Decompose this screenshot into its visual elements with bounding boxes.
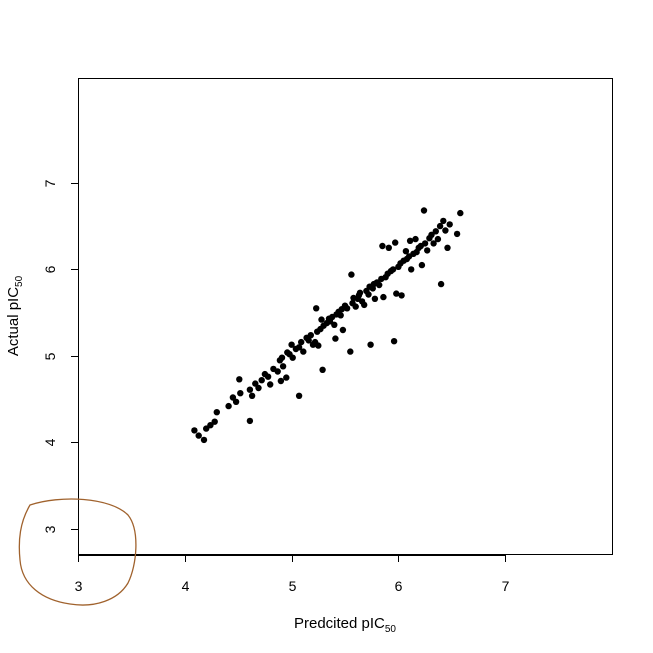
data-point-109: [424, 247, 431, 254]
data-point-91: [393, 290, 400, 297]
data-point-100: [408, 266, 415, 273]
data-point-62: [347, 348, 354, 355]
data-point-69: [356, 289, 364, 296]
data-point-118: [442, 227, 449, 234]
data-points: [191, 207, 464, 444]
data-point-54: [332, 335, 339, 342]
data-point-15: [252, 380, 259, 387]
data-point-16: [255, 384, 262, 392]
data-point-24: [277, 377, 285, 385]
data-point-13: [246, 386, 254, 393]
data-point-73: [365, 291, 372, 298]
data-point-2: [200, 436, 208, 444]
data-point-117: [440, 217, 447, 225]
data-point-12: [246, 417, 254, 425]
data-point-20: [267, 381, 274, 388]
plot-frame: [78, 78, 613, 555]
data-point-111: [428, 231, 435, 238]
data-point-116: [437, 280, 445, 288]
data-point-25: [278, 354, 286, 361]
data-point-6: [213, 409, 220, 416]
data-point-26: [279, 363, 287, 370]
data-point-14: [248, 392, 256, 399]
data-point-114: [434, 235, 442, 243]
data-point-107: [420, 207, 428, 214]
data-point-119: [444, 244, 451, 251]
y-tick-label-5: 5: [42, 352, 58, 360]
x-tick-label-5: 5: [289, 578, 297, 594]
data-point-35: [298, 338, 305, 346]
data-point-66: [352, 303, 359, 310]
data-point-39: [307, 332, 314, 339]
data-point-83: [380, 293, 387, 301]
data-point-53: [331, 321, 338, 328]
annotation-circle: [18, 498, 137, 606]
data-point-88: [389, 266, 397, 273]
x-tick-label-4: 4: [182, 578, 190, 594]
data-point-11: [237, 390, 244, 397]
data-point-89: [390, 338, 398, 345]
data-point-0: [191, 427, 198, 434]
data-point-30: [288, 341, 295, 348]
data-point-99: [406, 237, 414, 244]
y-tick-label-3: 3: [42, 525, 58, 533]
data-point-33: [295, 344, 303, 351]
data-point-78: [371, 295, 379, 302]
data-point-36: [300, 348, 307, 355]
x-tick-label-3: 3: [75, 578, 83, 594]
data-point-94: [398, 292, 405, 299]
data-point-1: [195, 432, 202, 439]
x-axis: 3 4 5 6 7: [75, 555, 510, 594]
data-point-38: [305, 337, 312, 344]
data-point-113: [432, 228, 439, 235]
data-point-112: [430, 240, 437, 247]
x-axis-title: Predcited pIC50: [294, 615, 396, 635]
data-point-115: [436, 222, 444, 230]
data-point-31: [289, 354, 296, 361]
data-point-7: [225, 402, 232, 410]
data-point-9: [232, 398, 240, 405]
data-point-120: [446, 221, 453, 228]
data-point-106: [418, 261, 426, 269]
data-point-17: [258, 377, 265, 384]
y-axis-title: Actual pIC50: [5, 275, 25, 356]
data-point-121: [453, 230, 461, 238]
y-tick-label-4: 4: [42, 438, 58, 446]
data-point-63: [348, 271, 355, 278]
data-point-108: [421, 240, 429, 247]
data-point-80: [376, 281, 383, 289]
data-point-59: [339, 326, 347, 334]
data-point-4: [207, 422, 214, 429]
y-tick-label-6: 6: [42, 265, 58, 273]
data-point-19: [264, 373, 272, 380]
data-point-27: [283, 374, 290, 381]
x-tick-label-6: 6: [395, 578, 403, 594]
data-point-46: [318, 316, 325, 323]
y-axis: 3 4 5 6 7: [42, 179, 79, 533]
data-point-44: [315, 342, 322, 349]
data-point-57: [337, 312, 344, 319]
data-point-22: [274, 368, 281, 375]
data-point-90: [392, 239, 399, 246]
data-point-5: [211, 418, 218, 425]
data-point-71: [361, 301, 368, 309]
data-point-47: [319, 366, 326, 373]
data-point-10: [236, 376, 243, 383]
data-point-86: [385, 244, 392, 251]
data-point-96: [402, 248, 410, 255]
y-tick-label-7: 7: [42, 179, 58, 187]
data-point-82: [379, 242, 386, 250]
x-tick-label-7: 7: [502, 578, 510, 594]
data-point-75: [367, 341, 374, 348]
data-point-34: [295, 392, 303, 399]
data-point-122: [457, 209, 464, 217]
data-point-61: [343, 305, 351, 312]
data-point-42: [313, 305, 320, 312]
data-point-102: [412, 235, 419, 243]
